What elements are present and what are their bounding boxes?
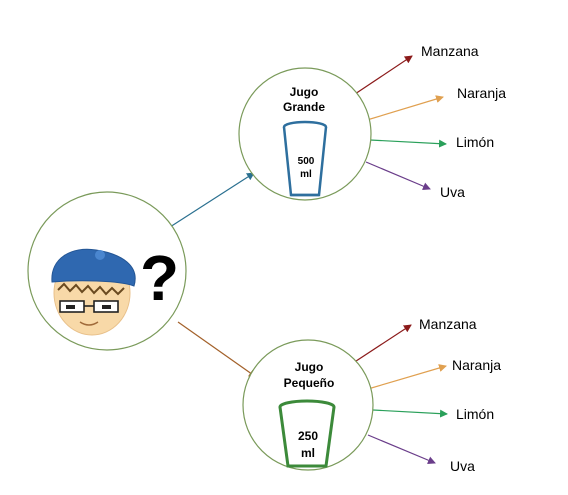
small-fruit-limon: Limón [456,406,494,422]
large-juice-node: Jugo Grande 500 ml [239,68,371,200]
small-fruit-manzana: Manzana [419,316,477,332]
small-fruit-naranja: Naranja [452,357,501,373]
edge-root-to-small [178,322,256,377]
large-fruit-uva: Uva [440,184,465,200]
small-juice-volume-unit: ml [301,446,315,460]
question-mark: ? [140,242,179,314]
edge-root-to-large [170,173,254,227]
edge-small-manzana [350,325,411,365]
small-juice-node: Jugo Pequeño 250 ml [243,340,373,470]
small-juice-title-line1: Jugo [295,360,324,374]
small-juice-volume-number: 250 [298,429,318,443]
edge-large-naranja [367,97,443,120]
edge-small-uva [368,435,435,463]
large-fruit-limon: Limón [456,134,494,150]
edge-large-limon [370,140,446,144]
large-juice-title-line1: Jugo [290,85,319,99]
large-fruit-manzana: Manzana [421,43,479,59]
edge-small-limon [373,410,447,414]
large-juice-volume-number: 500 [298,156,315,167]
edge-small-naranja [368,366,446,389]
small-fruit-uva: Uva [450,458,475,474]
small-juice-title-line2: Pequeño [284,376,335,390]
edge-large-uva [366,162,430,189]
root-node: ? [28,192,186,350]
edge-large-manzana [352,56,412,96]
large-juice-volume-unit: ml [300,169,312,180]
large-juice-title-line2: Grande [283,100,325,114]
large-fruit-naranja: Naranja [457,85,506,101]
